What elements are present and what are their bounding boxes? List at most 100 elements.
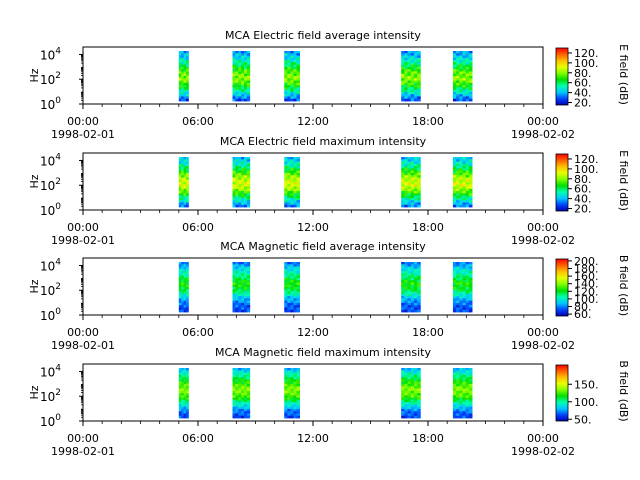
date-end-label: 1998-02-02 xyxy=(511,128,575,141)
y-tick-label: 100 xyxy=(40,96,61,112)
data-block xyxy=(178,368,189,419)
date-start-label: 1998-02-01 xyxy=(51,445,115,458)
x-tick-label: 18:00 xyxy=(412,221,444,234)
x-tick-label: 18:00 xyxy=(412,432,444,445)
colorbar-tick-label: 80. xyxy=(574,301,592,314)
colorbar-label: E field (dB) xyxy=(617,44,630,105)
axes-frame xyxy=(82,46,544,105)
date-start-label: 1998-02-01 xyxy=(51,128,115,141)
data-block xyxy=(401,368,421,419)
y-tick-label: 104 xyxy=(40,46,61,62)
data-block xyxy=(178,51,189,102)
colorbar-tick-label: 80. xyxy=(574,173,592,186)
data-block xyxy=(401,157,421,208)
colorbar-tick-label: 100. xyxy=(574,293,599,306)
colorbar-label: E field (dB) xyxy=(617,150,630,211)
panel-title: MCA Magnetic field average intensity xyxy=(220,240,426,253)
y-tick-label: 102 xyxy=(40,71,61,87)
x-tick-label: 18:00 xyxy=(412,326,444,339)
data-block xyxy=(401,262,421,313)
x-tick-label: 00:00 xyxy=(527,432,559,445)
x-tick-label: 00:00 xyxy=(67,115,99,128)
colorbar-tick-label: 60. xyxy=(574,308,592,321)
x-tick-label: 12:00 xyxy=(297,115,329,128)
x-tick-label: 00:00 xyxy=(67,326,99,339)
x-tick-label: 06:00 xyxy=(182,326,214,339)
data-block xyxy=(284,368,300,419)
x-tick-label: 06:00 xyxy=(182,432,214,445)
colorbar-tick-label: 120. xyxy=(574,153,599,166)
x-tick-label: 00:00 xyxy=(67,221,99,234)
colorbar-tick-label: 140. xyxy=(574,278,599,291)
data-block xyxy=(452,51,473,102)
colorbar-tick-label: 40. xyxy=(574,87,592,100)
y-tick-label: 100 xyxy=(40,413,61,429)
colorbar-tick-label: 100. xyxy=(574,396,599,409)
y-tick-label: 104 xyxy=(40,257,61,273)
y-tick-label: 102 xyxy=(40,388,61,404)
colorbar-tick-label: 120. xyxy=(574,47,599,60)
data-block xyxy=(178,157,189,208)
panel-1: MCA Electric field average intensity 100 1… xyxy=(28,29,630,141)
y-tick-label: 104 xyxy=(40,363,61,379)
data-block xyxy=(232,51,251,102)
x-tick-label: 00:00 xyxy=(527,221,559,234)
x-tick-label: 00:00 xyxy=(527,326,559,339)
panel-title: MCA Electric field maximum intensity xyxy=(220,135,427,148)
panel-title: MCA Magnetic field maximum intensity xyxy=(215,346,431,359)
y-tick-label: 104 xyxy=(40,152,61,168)
y-tick-label: 102 xyxy=(40,282,61,298)
data-block xyxy=(232,262,251,313)
y-tick-label: 102 xyxy=(40,177,61,193)
colorbar-tick-label: 60. xyxy=(574,77,592,90)
data-block xyxy=(232,157,251,208)
y-tick-label: 100 xyxy=(40,307,61,323)
x-tick-label: 12:00 xyxy=(297,432,329,445)
colorbar-tick-label: 80. xyxy=(574,67,592,80)
colorbar-tick-label: 60. xyxy=(574,183,592,196)
x-tick-label: 18:00 xyxy=(412,115,444,128)
y-axis-label: Hz xyxy=(28,68,41,82)
x-tick-label: 00:00 xyxy=(67,432,99,445)
x-tick-label: 12:00 xyxy=(297,221,329,234)
data-block xyxy=(452,368,473,419)
colorbar: 20.40.60.80.100.120. E field (dB) xyxy=(555,44,630,110)
x-tick-label: 12:00 xyxy=(297,326,329,339)
colorbar-tick-label: 200. xyxy=(574,255,599,268)
data-block xyxy=(284,51,300,102)
colorbar-tick-label: 40. xyxy=(574,193,592,206)
data-block xyxy=(401,51,421,102)
colorbar: 20.40.60.80.100.120. E field (dB) xyxy=(555,150,630,216)
colorbar-tick-label: 100. xyxy=(574,57,599,70)
colorbar-tick-label: 150. xyxy=(574,378,599,391)
colorbar-tick-label: 20. xyxy=(574,97,592,110)
axes-frame xyxy=(82,152,544,211)
colorbar-tick-label: 50. xyxy=(574,413,592,426)
panel-2: MCA Electric field maximum intensity 100 1… xyxy=(28,135,630,247)
colorbar-label: B field (dB) xyxy=(617,255,630,316)
panel-title: MCA Electric field average intensity xyxy=(225,29,421,42)
y-axis-label: Hz xyxy=(28,385,41,399)
colorbar-tick-label: 160. xyxy=(574,270,599,283)
colorbar-tick-label: 180. xyxy=(574,263,599,276)
date-start-label: 1998-02-01 xyxy=(51,234,115,247)
colorbar: 60.80.100.120.140.160.180.200. B field (d… xyxy=(555,255,630,321)
colorbar-label: B field (dB) xyxy=(617,360,630,421)
panel-3: MCA Magnetic field average intensity 100 1… xyxy=(28,240,630,352)
y-tick-label: 100 xyxy=(40,202,61,218)
axes-frame xyxy=(82,363,544,422)
date-end-label: 1998-02-02 xyxy=(511,445,575,458)
x-tick-label: 06:00 xyxy=(182,115,214,128)
colorbar: 50. 100. 150. B field (dB) xyxy=(555,360,630,426)
colorbar-tick-label: 120. xyxy=(574,285,599,298)
axes-frame xyxy=(82,257,544,316)
y-axis-label: Hz xyxy=(28,279,41,293)
x-tick-label: 00:00 xyxy=(527,115,559,128)
y-axis-label: Hz xyxy=(28,174,41,188)
data-block xyxy=(178,262,189,313)
colorbar-tick-label: 20. xyxy=(574,203,592,216)
data-block xyxy=(232,368,251,419)
date-start-label: 1998-02-01 xyxy=(51,339,115,352)
colorbar-tick-label: 100. xyxy=(574,163,599,176)
